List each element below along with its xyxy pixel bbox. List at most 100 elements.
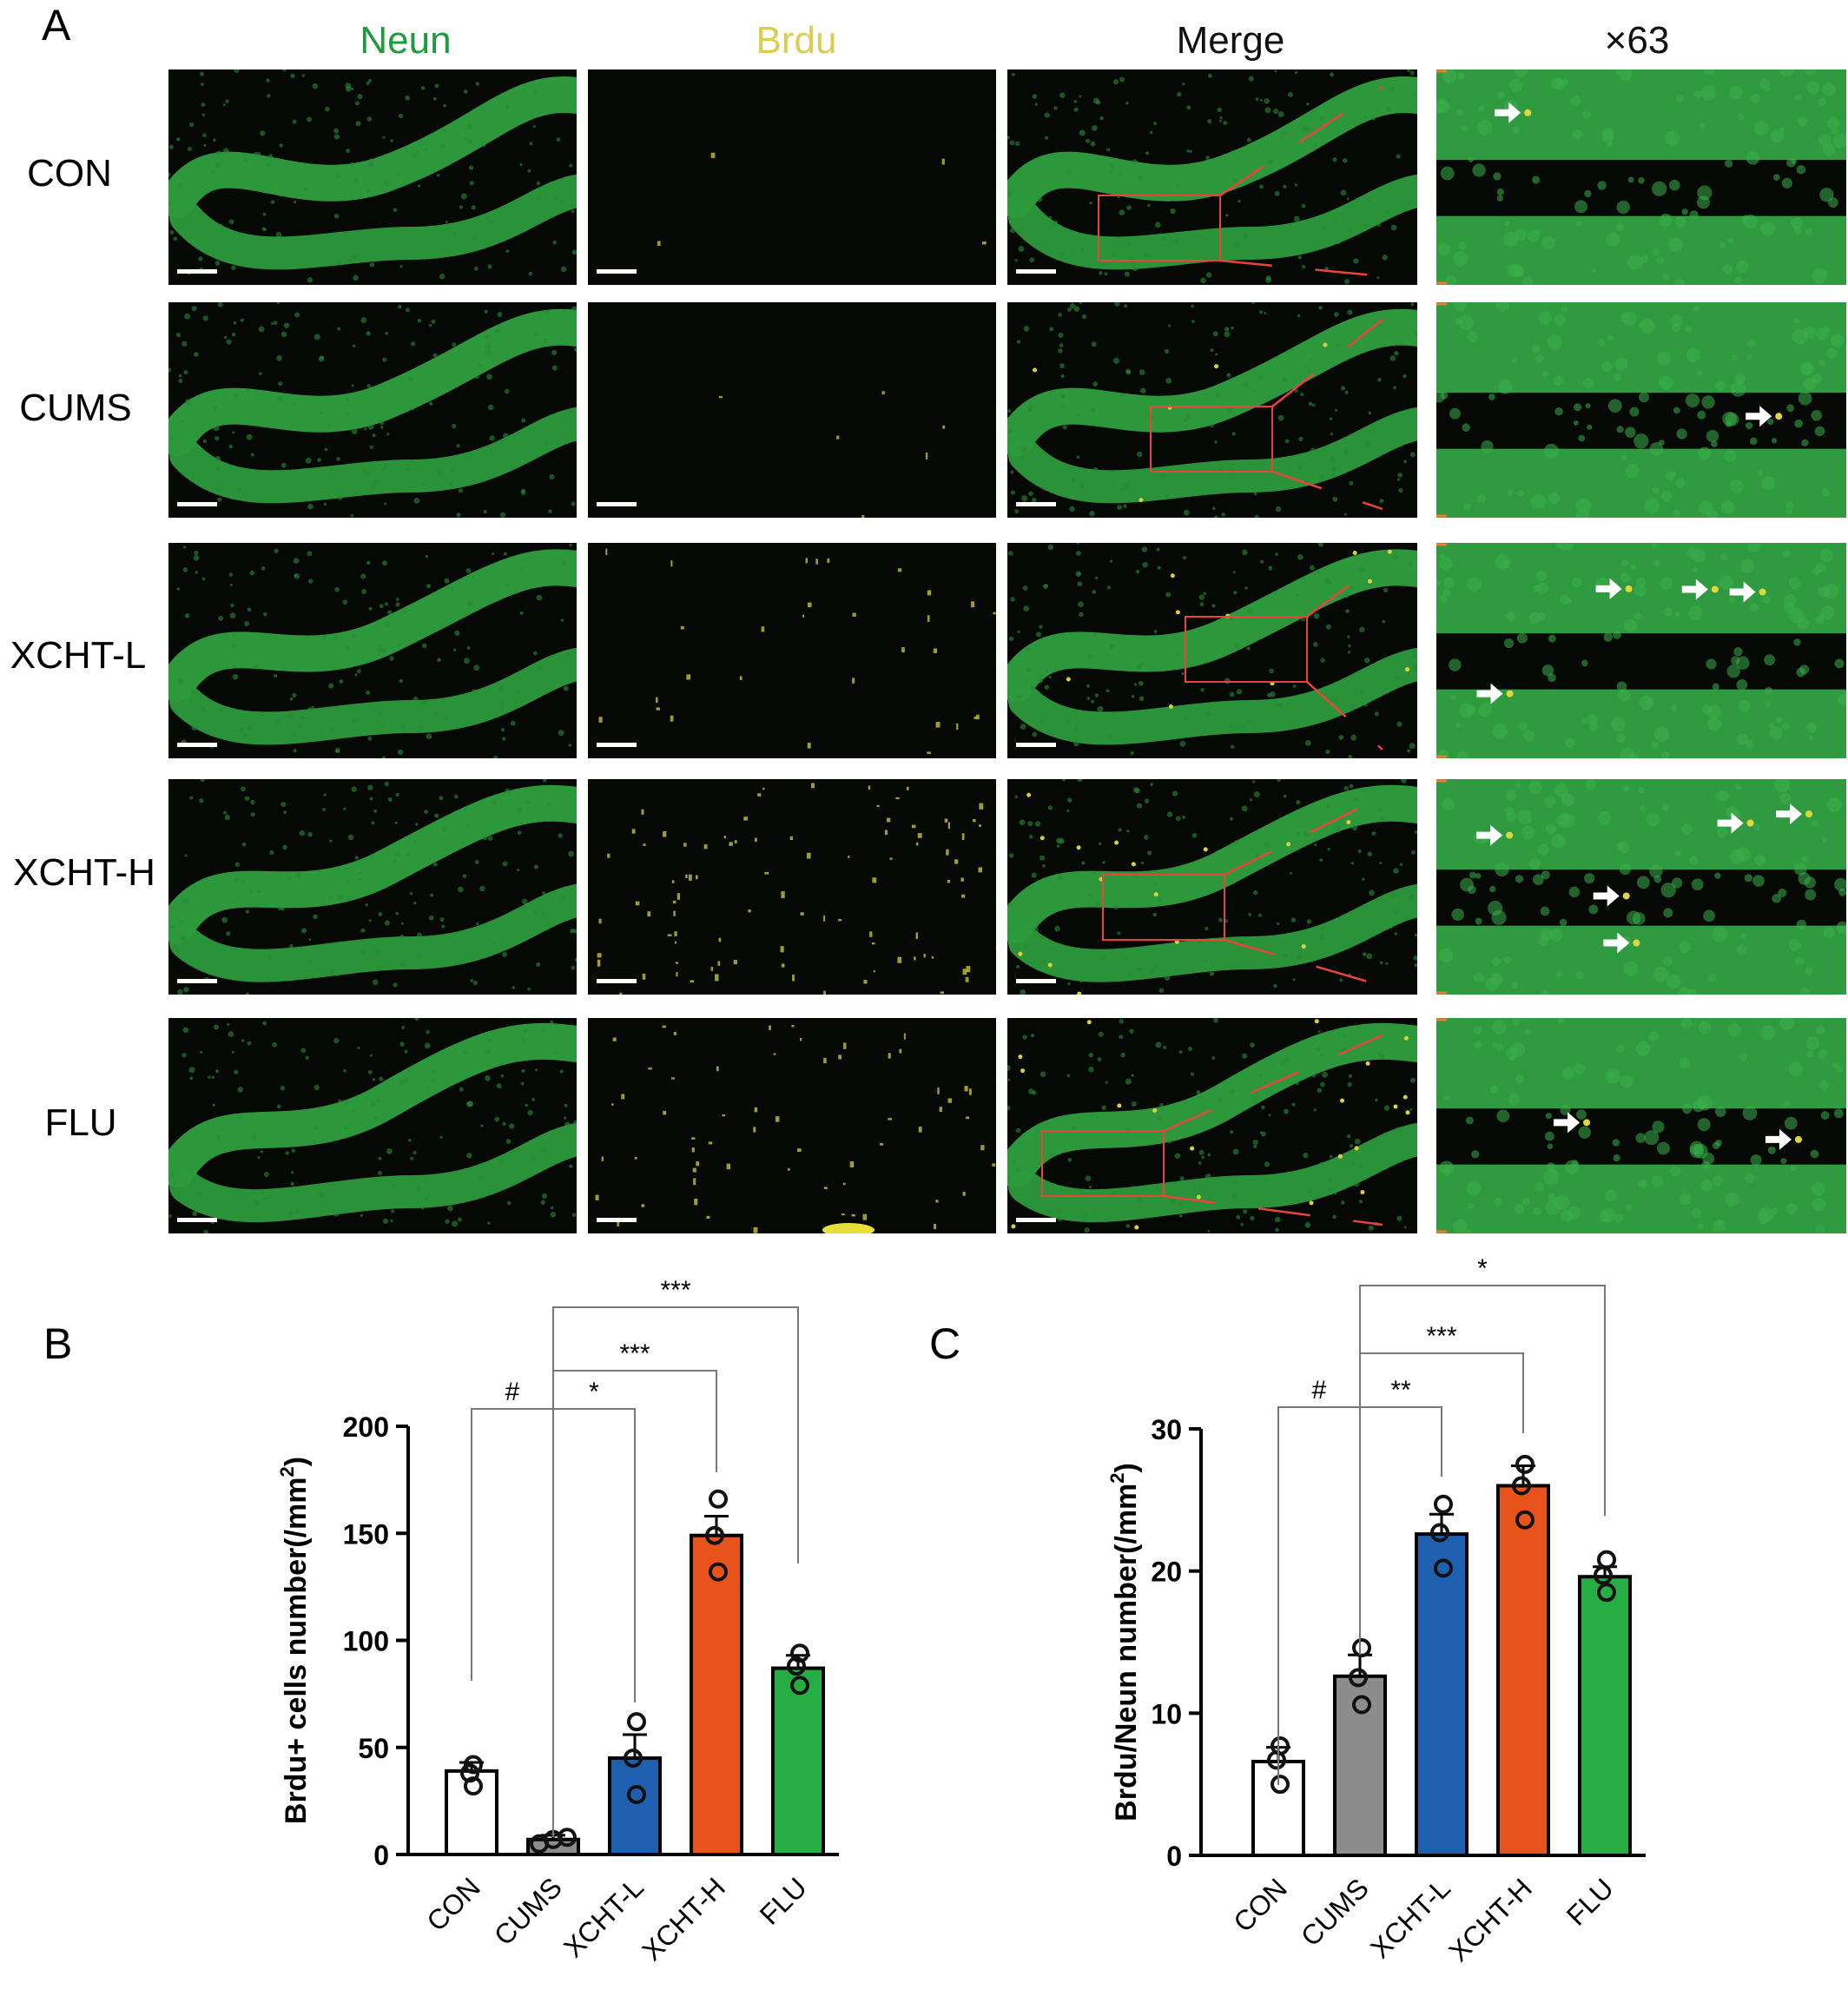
- y-tick-label: 10: [1151, 1698, 1182, 1729]
- scale-bar: [1016, 979, 1056, 983]
- column-header-63x: ×63: [1604, 19, 1670, 62]
- micrograph-xcht-h-63x: [1436, 779, 1846, 995]
- bar-xcht-l: [608, 1756, 662, 1856]
- x-tick-label-flu: FLU: [754, 1871, 813, 1930]
- data-point: [1597, 1550, 1616, 1570]
- scale-bar: [177, 1218, 217, 1222]
- column-header-neun: Neun: [360, 19, 452, 62]
- data-point: [709, 1562, 728, 1582]
- data-point: [1349, 1668, 1368, 1688]
- micrograph-flu-brdu: [588, 1018, 996, 1233]
- significance-label: ***: [619, 1339, 650, 1368]
- scale-bar: [177, 979, 217, 983]
- data-point: [1352, 1638, 1371, 1658]
- significance-label: #: [1312, 1376, 1327, 1405]
- y-tick-label: 30: [1151, 1414, 1182, 1445]
- data-point: [1515, 1454, 1534, 1474]
- data-point: [627, 1712, 646, 1732]
- y-tick-label: 50: [358, 1733, 389, 1764]
- scale-bar: [1016, 1218, 1056, 1222]
- micrograph-xcht-l-merge: [1007, 543, 1417, 758]
- scale-bar: [1016, 743, 1056, 747]
- scale-bar: [597, 1218, 637, 1222]
- data-point: [1270, 1775, 1290, 1795]
- data-point: [1434, 1494, 1453, 1514]
- x-tick-label-cums: CUMS: [1295, 1872, 1375, 1952]
- row-label-cums: CUMS: [19, 387, 132, 429]
- micrograph-xcht-h-neun: [168, 779, 577, 995]
- data-point: [1430, 1523, 1449, 1543]
- data-point: [1515, 1510, 1534, 1530]
- panel-b-label: B: [43, 1319, 73, 1368]
- bar-cums: [1333, 1674, 1387, 1858]
- micrograph-con-merge: [1007, 69, 1417, 285]
- x-tick-label-xcht-l: XCHT-L: [1364, 1872, 1456, 1964]
- micrograph-cums-brdu: [588, 302, 996, 518]
- data-point: [1352, 1695, 1371, 1715]
- scale-bar: [177, 743, 217, 747]
- y-axis-label: Brdu+ cells number(/mm2): [276, 1457, 313, 1824]
- scale-bar: [1016, 269, 1056, 274]
- micrograph-cums-63x: [1436, 302, 1846, 518]
- data-point: [464, 1776, 483, 1796]
- data-point: [1597, 1583, 1616, 1603]
- y-tick-label: 150: [343, 1518, 389, 1550]
- data-point: [558, 1828, 577, 1848]
- data-point: [705, 1525, 724, 1545]
- x-tick-label-flu: FLU: [1561, 1872, 1620, 1931]
- significance-label: *: [589, 1378, 599, 1406]
- data-point: [464, 1755, 483, 1775]
- row-label-flu: FLU: [44, 1101, 117, 1144]
- scale-bar: [597, 269, 637, 274]
- micrograph-xcht-h-brdu: [588, 779, 996, 995]
- y-tick-label: 0: [1166, 1841, 1182, 1872]
- significance-bracket: [552, 1306, 799, 1837]
- y-tick-label: 200: [343, 1412, 389, 1443]
- data-point: [709, 1489, 728, 1509]
- scale-bar: [177, 269, 217, 274]
- y-tick-label: 100: [343, 1626, 389, 1657]
- significance-label: ***: [1426, 1322, 1456, 1351]
- y-tick-label: 20: [1151, 1557, 1182, 1588]
- x-tick-label-xcht-l: XCHT-L: [558, 1871, 650, 1963]
- significance-label: *: [1477, 1254, 1488, 1283]
- row-label-xcht-h: XCHT-H: [13, 851, 155, 894]
- row-label-con: CON: [27, 152, 112, 195]
- data-point: [1434, 1558, 1453, 1578]
- micrograph-xcht-l-63x: [1436, 543, 1846, 758]
- significance-label: ***: [660, 1276, 690, 1305]
- panel-a-label: A: [42, 1, 71, 50]
- data-point: [1267, 1750, 1286, 1770]
- data-point: [787, 1656, 806, 1676]
- data-point: [627, 1784, 646, 1804]
- micrograph-xcht-l-neun: [168, 543, 577, 758]
- bar-flu: [1578, 1575, 1632, 1858]
- micrograph-con-neun: [168, 69, 577, 285]
- data-point: [790, 1676, 809, 1696]
- significance-label: **: [1390, 1376, 1411, 1405]
- micrograph-cums-neun: [168, 302, 577, 518]
- chart-b: 0 50 100 150 200 Brdu+ cells number(/mm2) CON C…: [276, 1276, 839, 1967]
- x-tick-label-xcht-h: XCHT-H: [1442, 1872, 1538, 1967]
- bar-con: [445, 1769, 498, 1856]
- micrograph-flu-neun: [168, 1018, 577, 1233]
- x-tick-label-con: CON: [420, 1871, 486, 1937]
- bar-xcht-l: [1415, 1532, 1468, 1857]
- scale-bar: [177, 502, 217, 506]
- scale-bar: [597, 502, 637, 506]
- micrograph-flu-merge: [1007, 1018, 1417, 1233]
- significance-bracket: [1359, 1285, 1606, 1655]
- micrograph-con-brdu: [588, 69, 996, 285]
- y-axis-label: Brdu/Neun number(/mm2): [1106, 1463, 1143, 1821]
- row-label-xcht-l: XCHT-L: [10, 634, 147, 677]
- column-header-brdu: Brdu: [756, 19, 837, 62]
- data-point: [1594, 1565, 1613, 1585]
- micrograph-xcht-l-brdu: [588, 543, 996, 758]
- x-tick-label-xcht-h: XCHT-H: [636, 1871, 731, 1967]
- micrograph-cums-merge: [1007, 302, 1417, 518]
- significance-label: #: [505, 1378, 520, 1406]
- scale-bar: [597, 743, 637, 747]
- micrograph-xcht-h-merge: [1007, 779, 1417, 995]
